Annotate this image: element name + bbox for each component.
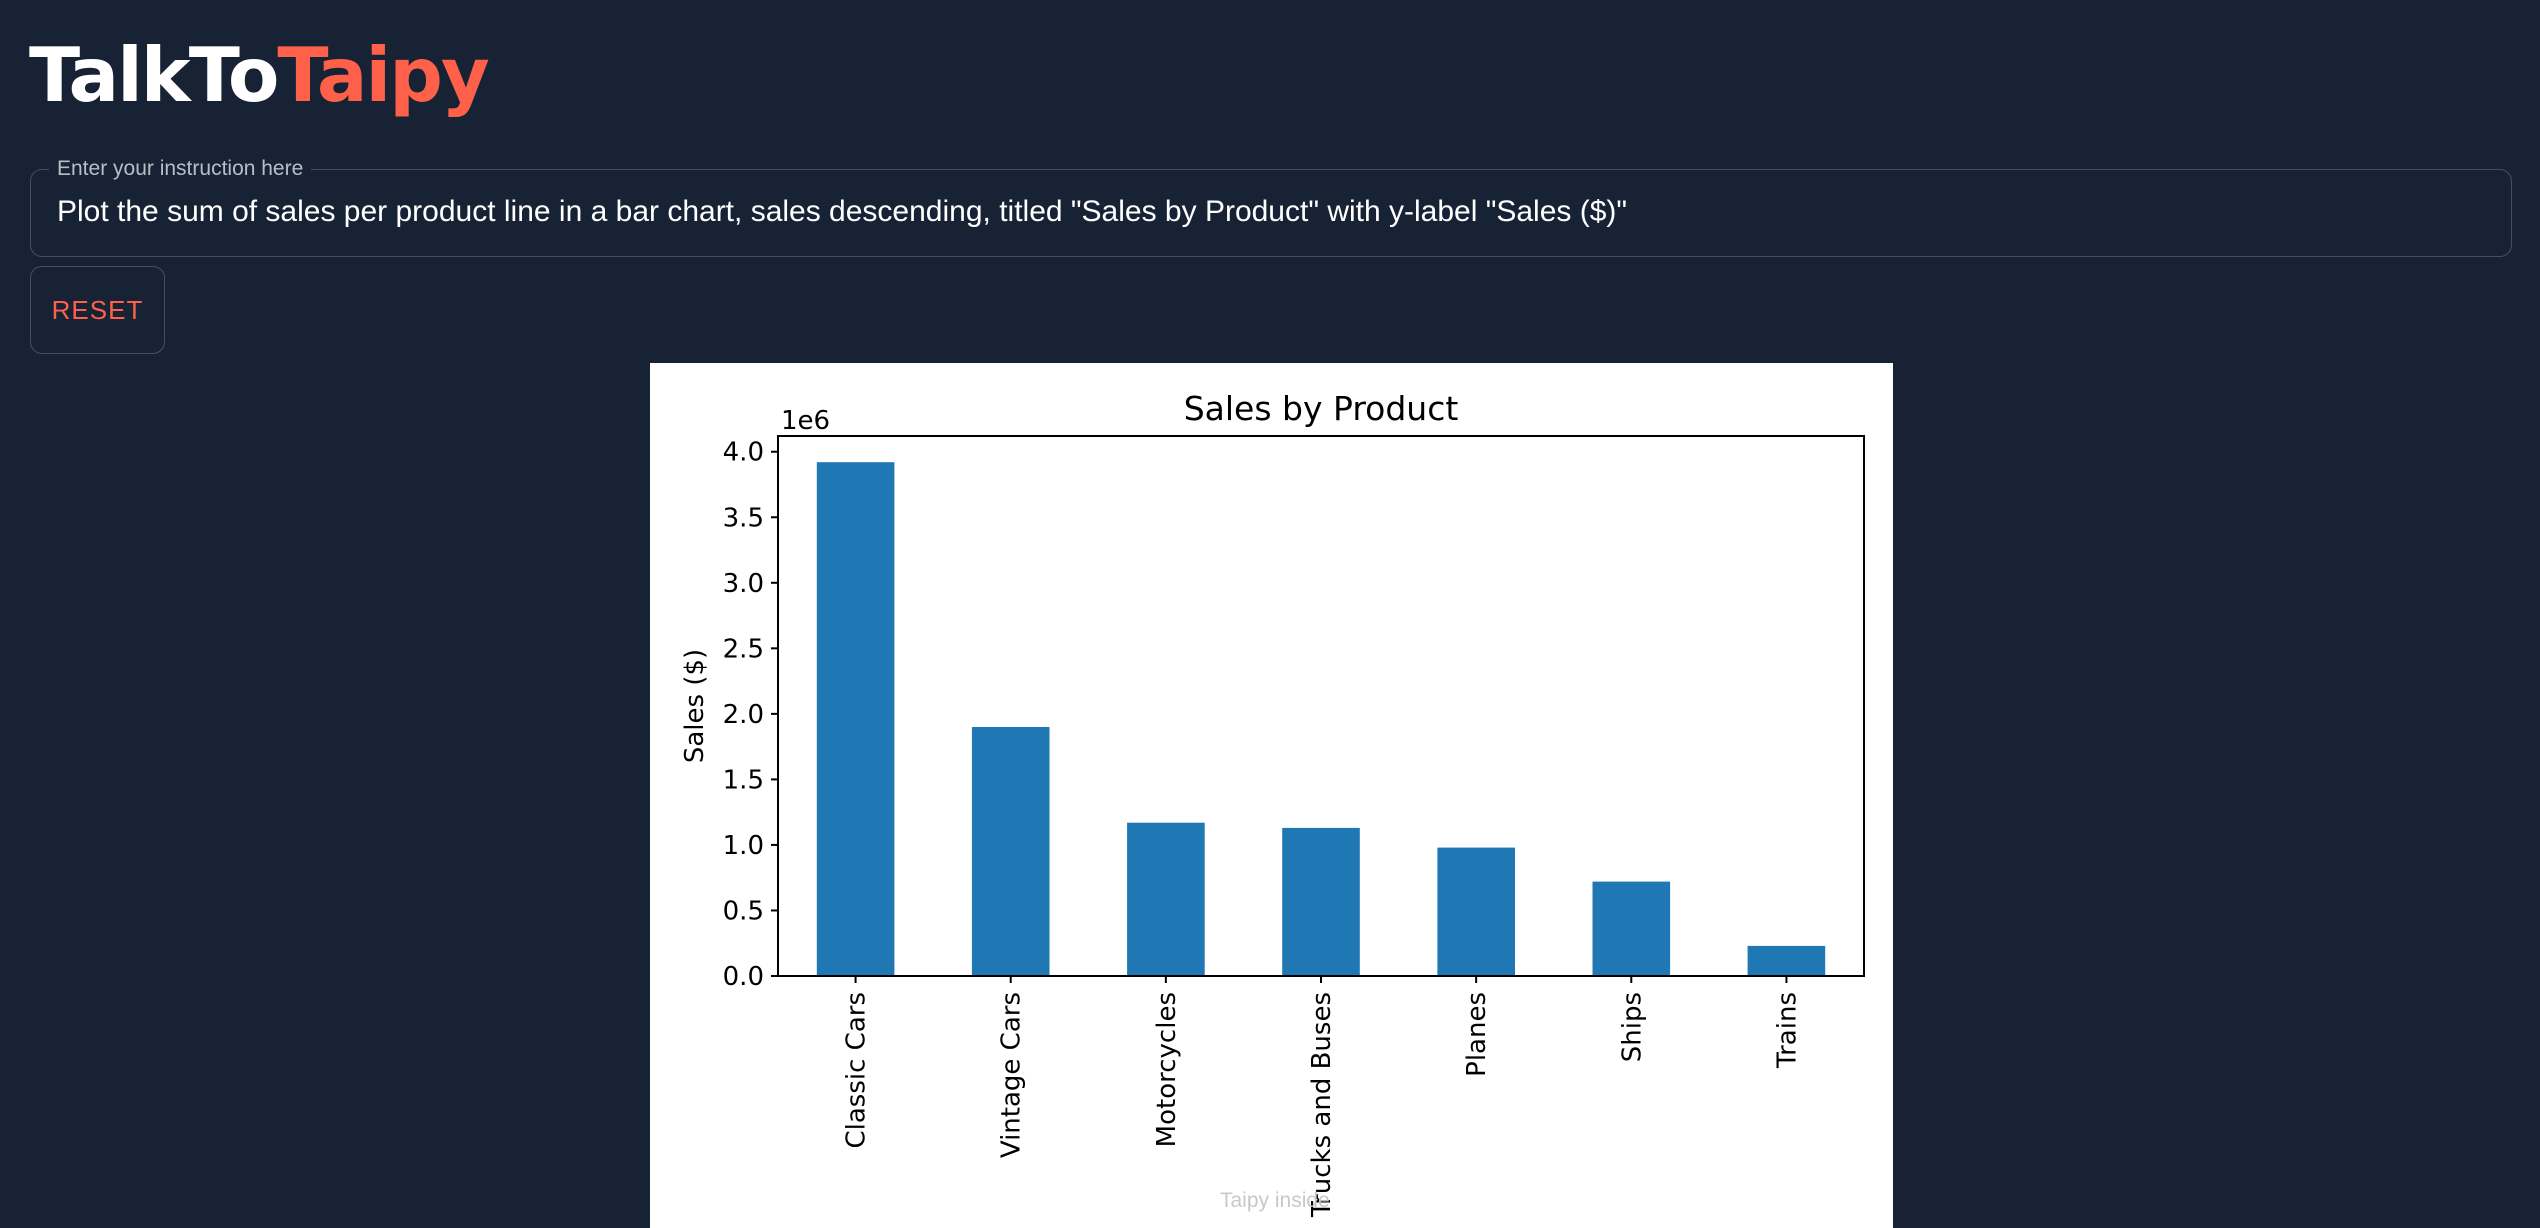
y-tick-label: 3.5	[723, 503, 764, 533]
bar-classic-cars	[816, 462, 895, 976]
taipy-footer-note: Taipy inside	[1220, 1189, 1330, 1212]
bar-ships	[1592, 881, 1671, 976]
bars-layer	[816, 462, 1826, 976]
y-tick-label: 1.0	[723, 831, 764, 861]
x-tick-label: Planes	[1462, 992, 1492, 1077]
x-tick-label: Trains	[1772, 992, 1802, 1069]
bar-planes	[1437, 847, 1515, 976]
x-tick-label: Motorcycles	[1152, 992, 1182, 1147]
x-tick-label: Vintage Cars	[997, 992, 1027, 1158]
y-tick-label: 1.5	[723, 765, 764, 795]
x-tick-label: Ships	[1617, 992, 1647, 1062]
app-title-accent: Taipy	[277, 31, 489, 119]
y-tick-label: 2.0	[723, 700, 764, 730]
chart-title: Sales by Product	[1184, 389, 1459, 428]
y-axis: 0.0 0.5 1.0 1.5 2.0 2.5 3.0 3.5 4.0	[723, 438, 778, 992]
sales-chart: 0.0 0.5 1.0 1.5 2.0 2.5 3.0 3.5 4.0 Classic Cars…	[680, 389, 1865, 1218]
bar-trucks-and-buses	[1282, 827, 1360, 976]
instruction-field: Enter your instruction here	[30, 155, 2512, 257]
bar-trains	[1747, 945, 1826, 976]
y-offset-label: 1e6	[781, 406, 830, 436]
y-axis-label: Sales ($)	[680, 649, 710, 763]
y-tick-label: 4.0	[723, 438, 764, 468]
instruction-label: Enter your instruction here	[49, 155, 312, 183]
bar-vintage-cars	[971, 727, 1050, 976]
y-tick-label: 0.5	[723, 897, 764, 927]
x-tick-label: Trucks and Buses	[1307, 992, 1337, 1218]
sales-chart-image: 0.0 0.5 1.0 1.5 2.0 2.5 3.0 3.5 4.0 Classic Cars…	[650, 363, 1893, 1228]
x-axis: Classic Cars Vintage Cars Motorcycles Truck…	[842, 976, 1802, 1218]
y-tick-label: 3.0	[723, 569, 764, 599]
bar-motorcycles	[1127, 822, 1205, 976]
app-title-main: TalkTo	[29, 31, 279, 119]
app-title: TalkToTaipy	[29, 30, 490, 120]
y-tick-label: 0.0	[723, 962, 764, 992]
instruction-input[interactable]	[57, 184, 2477, 240]
x-tick-label: Classic Cars	[842, 992, 872, 1149]
y-tick-label: 2.5	[723, 634, 764, 664]
reset-button[interactable]: RESET	[30, 266, 165, 354]
